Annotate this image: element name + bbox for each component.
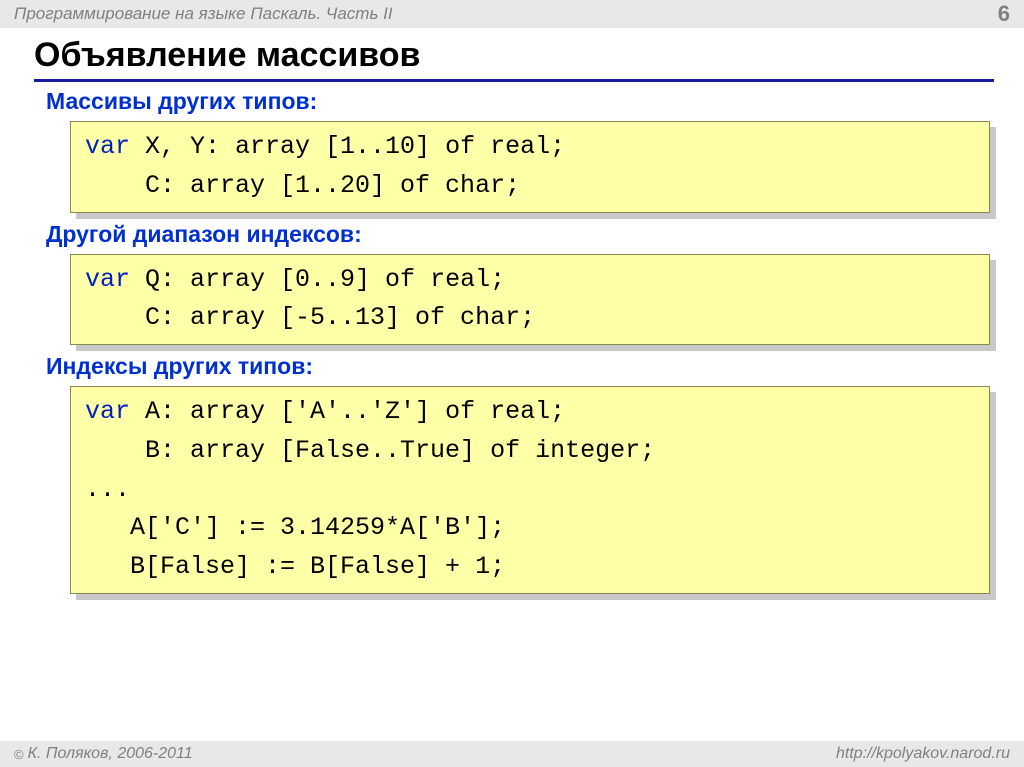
slide-title: Объявление массивов	[0, 28, 1024, 77]
code-box: var X, Y: array [1..10] of real; C: arra…	[70, 121, 990, 213]
code-text: ...	[85, 475, 130, 504]
code-text: C: array [-5..13] of char;	[85, 303, 535, 332]
code-text: Q: array [0..9] of real;	[130, 265, 505, 294]
copyright-icon: ©	[14, 747, 24, 762]
code-keyword: var	[85, 397, 130, 426]
title-underline	[34, 79, 994, 82]
code-box: var Q: array [0..9] of real; C: array [-…	[70, 254, 990, 346]
section-heading-3: Индексы других типов:	[46, 353, 990, 380]
code-text: A['C'] := 3.14259*A['B'];	[85, 513, 505, 542]
code-text: C: array [1..20] of char;	[85, 171, 520, 200]
slide-footer: © К. Поляков, 2006-2011 http://kpolyakov…	[0, 741, 1024, 767]
slide-header: Программирование на языке Паскаль. Часть…	[0, 0, 1024, 28]
footer-author: К. Поляков, 2006-2011	[28, 745, 193, 763]
section-heading-1: Массивы других типов:	[46, 88, 990, 115]
code-block-3: var A: array ['A'..'Z'] of real; B: arra…	[70, 386, 990, 594]
slide-content: Массивы других типов: var X, Y: array [1…	[0, 88, 1024, 594]
code-text: A: array ['A'..'Z'] of real;	[130, 397, 565, 426]
footer-url: http://kpolyakov.narod.ru	[836, 745, 1010, 763]
code-box: var A: array ['A'..'Z'] of real; B: arra…	[70, 386, 990, 594]
code-keyword: var	[85, 132, 130, 161]
header-subject: Программирование на языке Паскаль. Часть…	[14, 4, 393, 24]
code-text: X, Y: array [1..10] of real;	[130, 132, 565, 161]
code-block-2: var Q: array [0..9] of real; C: array [-…	[70, 254, 990, 346]
code-text: B: array [False..True] of integer;	[85, 436, 655, 465]
section-heading-2: Другой диапазон индексов:	[46, 221, 990, 248]
page-number: 6	[998, 1, 1010, 27]
code-text: B[False] := B[False] + 1;	[85, 552, 505, 581]
code-keyword: var	[85, 265, 130, 294]
code-block-1: var X, Y: array [1..10] of real; C: arra…	[70, 121, 990, 213]
footer-copyright: © К. Поляков, 2006-2011	[14, 745, 193, 763]
